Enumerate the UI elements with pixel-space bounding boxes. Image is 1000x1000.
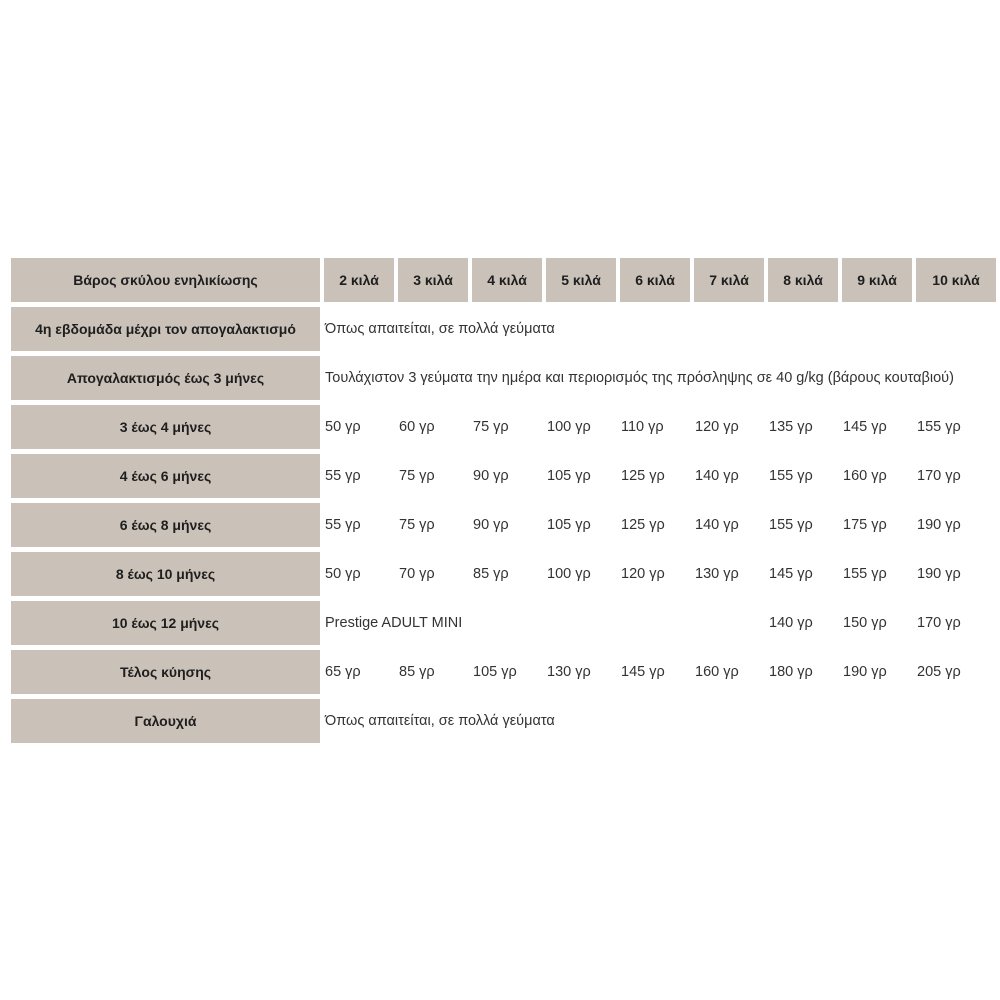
value-cell: 160 γρ bbox=[843, 468, 887, 484]
weight-header-cell: 2 κιλά bbox=[324, 258, 394, 302]
value-cell: 105 γρ bbox=[547, 517, 591, 533]
weight-header-cell: 9 κιλά bbox=[842, 258, 912, 302]
row-label-cell: 3 έως 4 μήνες bbox=[11, 405, 320, 449]
weight-header-cell: 5 κιλά bbox=[546, 258, 616, 302]
value-cell: 125 γρ bbox=[621, 468, 665, 484]
value-cell: 75 γρ bbox=[399, 468, 435, 484]
value-cell: 155 γρ bbox=[769, 517, 813, 533]
row-label-cell: Τέλος κύησης bbox=[11, 650, 320, 694]
row-label-cell: 10 έως 12 μήνες bbox=[11, 601, 320, 645]
value-cell: 140 γρ bbox=[695, 517, 739, 533]
value-cell: 150 γρ bbox=[843, 615, 887, 631]
value-cell: 100 γρ bbox=[547, 419, 591, 435]
value-cell: 55 γρ bbox=[325, 468, 361, 484]
row-label-cell: Απογαλακτισμός έως 3 μήνες bbox=[11, 356, 320, 400]
header-label-cell: Βάρος σκύλου ενηλικίωσης bbox=[11, 258, 320, 302]
value-cell: 145 γρ bbox=[621, 664, 665, 680]
value-cell: 155 γρ bbox=[917, 419, 961, 435]
value-cell: 190 γρ bbox=[917, 517, 961, 533]
row-label-cell: 4η εβδομάδα μέχρι τον απογαλακτισμό bbox=[11, 307, 320, 351]
value-cell: 160 γρ bbox=[695, 664, 739, 680]
value-cell: 55 γρ bbox=[325, 517, 361, 533]
value-cell: 180 γρ bbox=[769, 664, 813, 680]
value-cell: 75 γρ bbox=[473, 419, 509, 435]
value-cell: 135 γρ bbox=[769, 419, 813, 435]
value-cell: 145 γρ bbox=[843, 419, 887, 435]
value-cell: 120 γρ bbox=[621, 566, 665, 582]
weight-header-cell: 6 κιλά bbox=[620, 258, 690, 302]
row-note-cell: Όπως απαιτείται, σε πολλά γεύματα bbox=[325, 713, 555, 729]
row-note-cell: Τουλάχιστον 3 γεύματα την ημέρα και περι… bbox=[325, 370, 954, 386]
value-cell: 155 γρ bbox=[769, 468, 813, 484]
value-cell: 65 γρ bbox=[325, 664, 361, 680]
row-label-cell: 8 έως 10 μήνες bbox=[11, 552, 320, 596]
value-cell: 50 γρ bbox=[325, 419, 361, 435]
value-cell: 120 γρ bbox=[695, 419, 739, 435]
row-note-cell: Όπως απαιτείται, σε πολλά γεύματα bbox=[325, 321, 555, 337]
value-cell: 105 γρ bbox=[547, 468, 591, 484]
value-cell: 190 γρ bbox=[843, 664, 887, 680]
value-cell: 175 γρ bbox=[843, 517, 887, 533]
value-cell: 140 γρ bbox=[695, 468, 739, 484]
value-cell: 90 γρ bbox=[473, 517, 509, 533]
feeding-table: Βάρος σκύλου ενηλικίωσης 2 κιλά 3 κιλά 4 κι… bbox=[11, 258, 996, 743]
value-cell: 170 γρ bbox=[917, 615, 961, 631]
value-cell: 170 γρ bbox=[917, 468, 961, 484]
value-cell: 85 γρ bbox=[399, 664, 435, 680]
value-cell: 125 γρ bbox=[621, 517, 665, 533]
value-cell: 100 γρ bbox=[547, 566, 591, 582]
value-cell: 205 γρ bbox=[917, 664, 961, 680]
value-cell: 190 γρ bbox=[917, 566, 961, 582]
weight-header-cell: 10 κιλά bbox=[916, 258, 996, 302]
value-cell: 60 γρ bbox=[399, 419, 435, 435]
row-label-cell: Γαλουχιά bbox=[11, 699, 320, 743]
value-cell: 110 γρ bbox=[621, 419, 664, 435]
weight-header-cell: 8 κιλά bbox=[768, 258, 838, 302]
value-cell: 105 γρ bbox=[473, 664, 517, 680]
value-cell: 155 γρ bbox=[843, 566, 887, 582]
weight-header-cell: 4 κιλά bbox=[472, 258, 542, 302]
value-cell: 50 γρ bbox=[325, 566, 361, 582]
row-label-cell: 4 έως 6 μήνες bbox=[11, 454, 320, 498]
value-cell: 85 γρ bbox=[473, 566, 509, 582]
value-cell: 130 γρ bbox=[695, 566, 739, 582]
value-cell: 130 γρ bbox=[547, 664, 591, 680]
row-note-cell: Prestige ADULT MINI bbox=[325, 615, 463, 631]
weight-header-cell: 7 κιλά bbox=[694, 258, 764, 302]
value-cell: 90 γρ bbox=[473, 468, 509, 484]
weight-header-cell: 3 κιλά bbox=[398, 258, 468, 302]
value-cell: 75 γρ bbox=[399, 517, 435, 533]
value-cell: 70 γρ bbox=[399, 566, 435, 582]
value-cell: 145 γρ bbox=[769, 566, 813, 582]
row-label-cell: 6 έως 8 μήνες bbox=[11, 503, 320, 547]
value-cell: 140 γρ bbox=[769, 615, 813, 631]
